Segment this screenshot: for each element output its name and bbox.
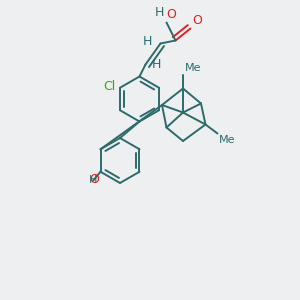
- Text: Me: Me: [219, 135, 236, 145]
- Text: O: O: [167, 8, 176, 21]
- Text: Cl: Cl: [103, 80, 116, 93]
- Text: O: O: [192, 14, 202, 27]
- Text: H: H: [143, 34, 152, 48]
- Text: H: H: [155, 6, 165, 19]
- Text: Me: Me: [184, 63, 201, 73]
- Text: H: H: [89, 175, 98, 185]
- Text: O: O: [89, 173, 99, 186]
- Text: H: H: [152, 58, 161, 71]
